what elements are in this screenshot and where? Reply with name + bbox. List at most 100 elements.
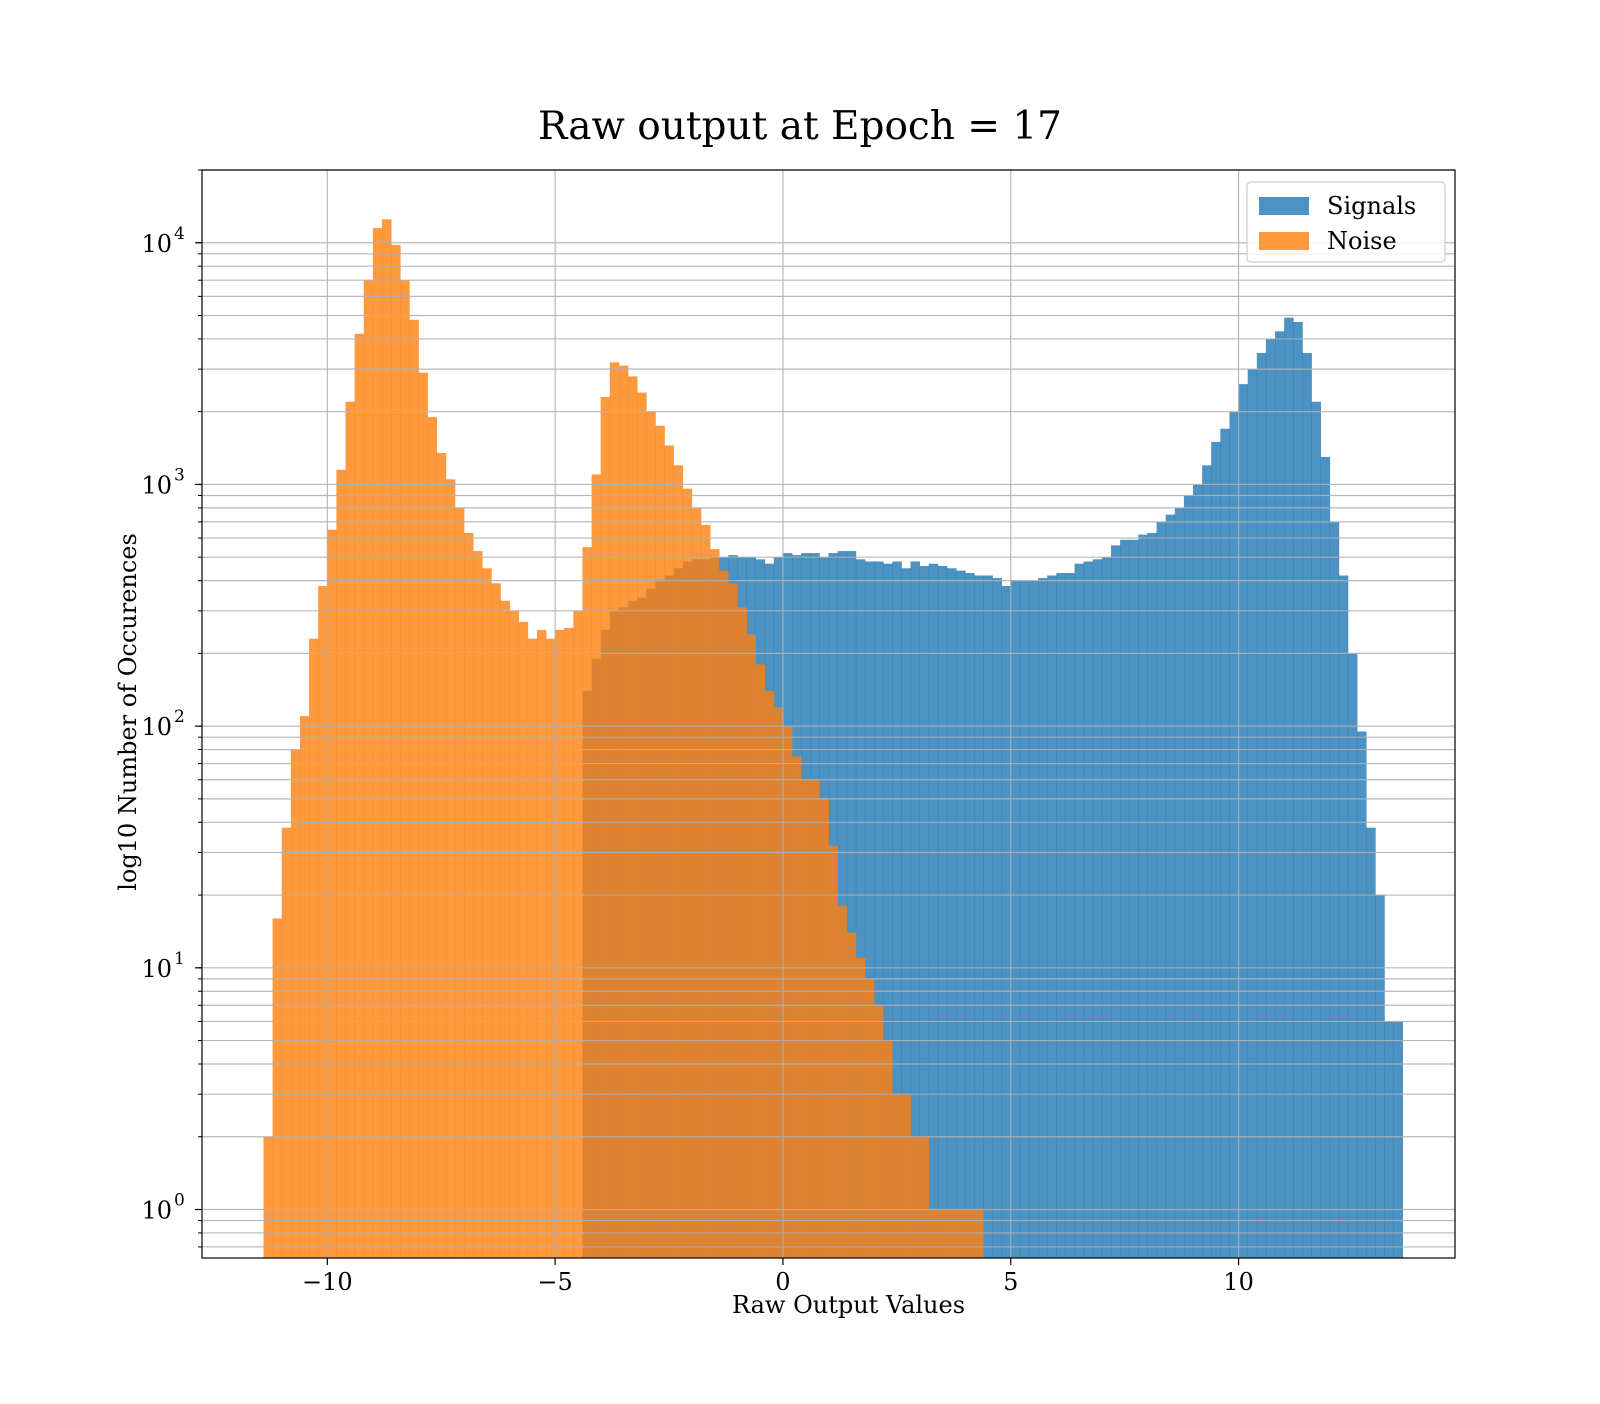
bar-noise (773, 706, 784, 1258)
bar-noise (746, 634, 756, 1258)
bar-noise (710, 549, 720, 1258)
bar-noise (846, 932, 857, 1258)
bar-noise (564, 627, 574, 1258)
bar-noise (546, 638, 556, 1258)
bar-signals (974, 575, 984, 1258)
bar-signals (1110, 545, 1121, 1258)
bar-signals (1311, 401, 1321, 1258)
bar-noise (363, 280, 374, 1258)
bar-signals (1238, 384, 1249, 1258)
y-tick-label: 10 (141, 230, 172, 258)
bar-noise (290, 749, 301, 1258)
bar-signals (937, 565, 948, 1258)
bar-signals (892, 561, 902, 1258)
bar-noise (946, 1209, 957, 1258)
bar-signals (1156, 521, 1167, 1258)
bar-signals (1357, 731, 1367, 1258)
bar-noise (518, 621, 529, 1258)
bar-signals (1193, 484, 1203, 1258)
bar-noise (700, 524, 711, 1258)
y-tick-label: 10 (141, 1197, 172, 1225)
bar-noise (263, 1136, 274, 1258)
bar-signals (965, 573, 975, 1258)
bar-noise (646, 411, 656, 1258)
bar-signals (1338, 575, 1349, 1258)
bar-noise (336, 469, 346, 1258)
bar-noise (600, 397, 611, 1258)
bar-signals (864, 561, 875, 1258)
bar-noise (327, 529, 337, 1258)
bar-noise (272, 918, 283, 1258)
bar-signals (837, 551, 848, 1258)
bar-signals (928, 563, 939, 1258)
bar-noise (919, 1136, 930, 1258)
bar-signals (992, 578, 1003, 1258)
bar-signals (946, 568, 957, 1258)
bar-signals (1174, 507, 1185, 1258)
bar-noise (901, 1094, 911, 1258)
bar-noise (837, 906, 848, 1258)
y-tick-exponent: 3 (174, 465, 185, 485)
bar-noise (609, 362, 620, 1258)
bar-signals (1256, 352, 1267, 1258)
bar-noise (618, 365, 629, 1258)
bar-noise (782, 726, 793, 1258)
x-tick-label: 5 (1003, 1268, 1018, 1296)
bar-noise (819, 798, 829, 1258)
bar-noise (409, 319, 419, 1258)
bar-noise (372, 228, 383, 1258)
bar-noise (354, 333, 365, 1258)
bar-signals (1229, 411, 1239, 1258)
bar-signals (1247, 369, 1258, 1258)
legend-swatch-noise (1259, 232, 1309, 250)
bar-noise (345, 401, 356, 1258)
bar-signals (1010, 580, 1021, 1258)
bar-signals (883, 563, 893, 1258)
bar-noise (664, 445, 674, 1258)
bar-signals (1138, 534, 1148, 1258)
bar-signals (1001, 586, 1012, 1258)
y-axis-label: log10 Number of Occurences (114, 533, 142, 891)
bar-signals (1183, 495, 1194, 1258)
x-tick-label: 0 (775, 1268, 790, 1296)
bar-noise (309, 638, 319, 1258)
bars-group (263, 219, 1404, 1258)
bar-signals (1284, 317, 1294, 1258)
y-tick-label: 10 (141, 955, 172, 983)
x-axis-label: Raw Output Values (732, 1291, 965, 1319)
bar-noise (691, 507, 702, 1258)
bar-noise (937, 1209, 948, 1258)
bar-signals (1329, 521, 1340, 1258)
legend-swatch-signals (1259, 197, 1309, 215)
bar-noise (965, 1209, 975, 1258)
y-tick-exponent: 0 (174, 1191, 185, 1211)
chart-title: Raw output at Epoch = 17 (537, 104, 1062, 149)
bar-noise (928, 1209, 939, 1258)
bar-noise (801, 779, 811, 1258)
bar-noise (974, 1209, 984, 1258)
bar-signals (1165, 514, 1176, 1258)
bar-signals (1083, 561, 1094, 1258)
legend-label-noise: Noise (1327, 227, 1397, 255)
bar-noise (299, 716, 310, 1258)
series-noise (263, 219, 984, 1258)
bar-noise (628, 376, 638, 1258)
bar-signals (1275, 331, 1285, 1258)
x-tick-label: 10 (1223, 1268, 1254, 1296)
bar-signals (874, 561, 884, 1258)
bar-signals (1384, 1021, 1394, 1258)
y-tick-exponent: 2 (174, 707, 185, 727)
bar-noise (682, 488, 693, 1258)
x-tick-label: −5 (537, 1268, 572, 1296)
bar-noise (281, 827, 292, 1258)
bar-noise (473, 551, 483, 1258)
bar-noise (637, 392, 647, 1258)
bar-noise (755, 664, 766, 1258)
bar-noise (764, 690, 775, 1258)
bar-noise (381, 219, 392, 1258)
bar-noise (728, 583, 738, 1258)
y-tick-label: 10 (141, 471, 172, 499)
bar-signals (1320, 456, 1331, 1258)
bar-noise (864, 978, 875, 1258)
